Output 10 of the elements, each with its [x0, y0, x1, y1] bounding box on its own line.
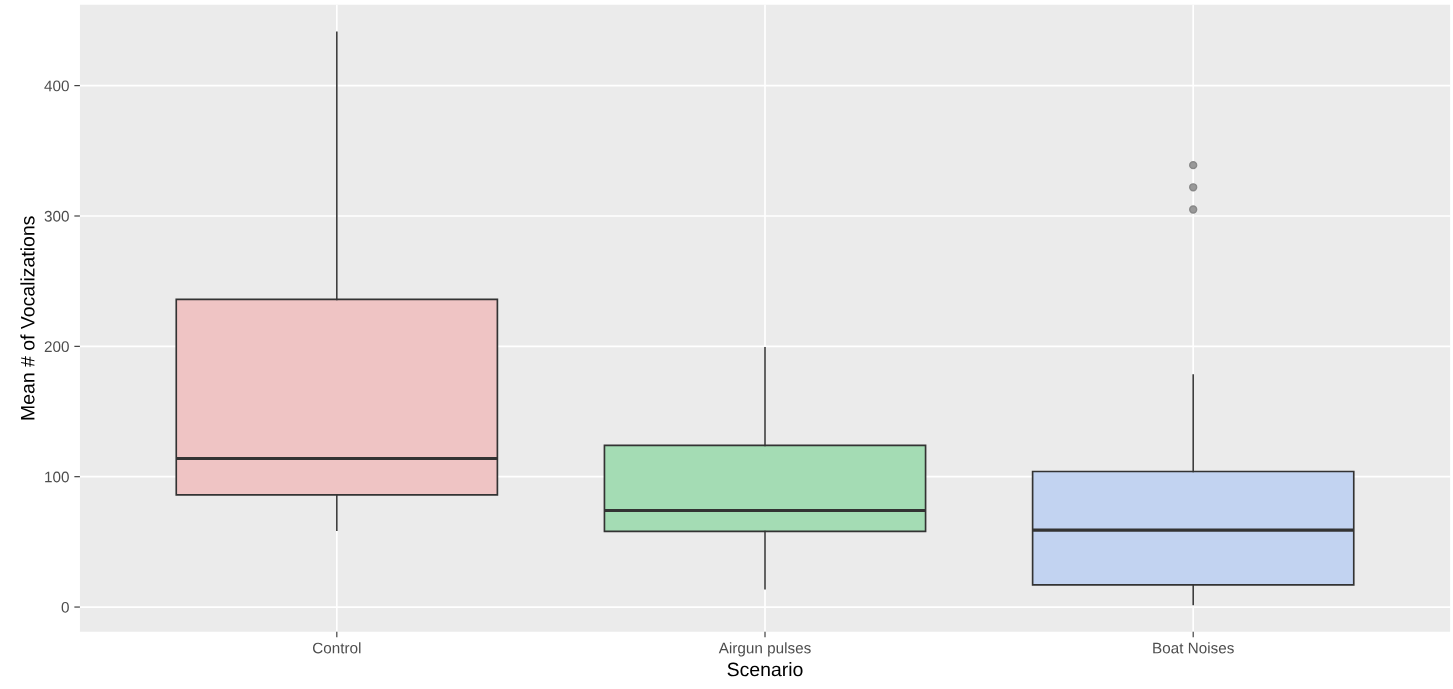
y-axis-title: Mean # of Vocalizations	[20, 216, 35, 420]
y-tick-label: 200	[44, 341, 69, 353]
y-tick-label: 400	[44, 80, 69, 92]
x-axis-title: Scenario	[727, 662, 803, 677]
y-tick-label: 300	[44, 210, 69, 222]
y-tick-label: 0	[61, 601, 69, 613]
x-tick-label: Airgun pulses	[718, 642, 811, 657]
x-tick-label: Boat Noises	[1153, 642, 1234, 654]
y-tick-label: 100	[45, 471, 69, 483]
x-tick-label: Control	[312, 642, 361, 654]
